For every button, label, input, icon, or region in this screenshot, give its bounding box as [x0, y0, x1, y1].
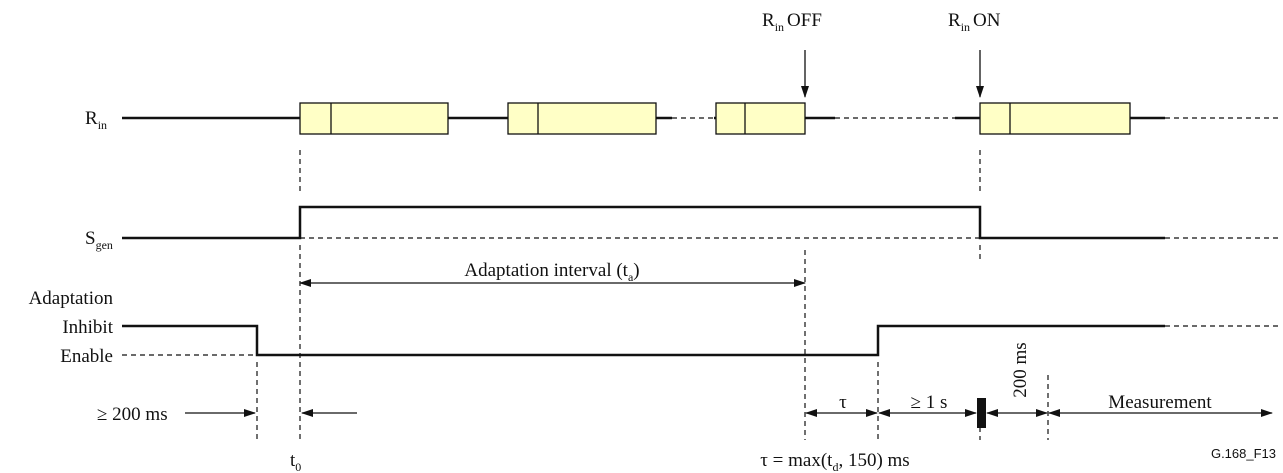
adaptation-interval-label: Adaptation interval (ta) — [464, 260, 639, 284]
s-gen-signal — [122, 205, 1165, 240]
two-hundred-label: 200 ms — [1010, 342, 1031, 397]
one-second-label: ≥ 1 s — [911, 392, 948, 413]
adaptation-label: Adaptation — [29, 288, 114, 309]
min-gap-label: ≥ 200 ms — [97, 404, 168, 425]
measurement-label: Measurement — [1108, 392, 1212, 413]
enable-label: Enable — [60, 346, 113, 367]
t0-label: t0 — [290, 450, 301, 473]
event-marker — [977, 398, 986, 428]
tau-label: τ — [839, 392, 847, 413]
r-in-on-label: Rin ON — [948, 10, 1001, 34]
adaptation-signal — [122, 324, 1165, 357]
adaptation-dashes — [122, 325, 1280, 356]
tau-definition: τ = max(td, 150) ms — [760, 450, 909, 473]
inhibit-label: Inhibit — [62, 317, 113, 338]
figure-id: G.168_F13 — [1211, 446, 1276, 461]
r-in-label: Rin — [85, 108, 107, 132]
s-gen-label: Sgen — [85, 228, 113, 252]
r-in-off-label: Rin OFF — [762, 10, 822, 34]
r-in-signal — [122, 102, 1280, 135]
